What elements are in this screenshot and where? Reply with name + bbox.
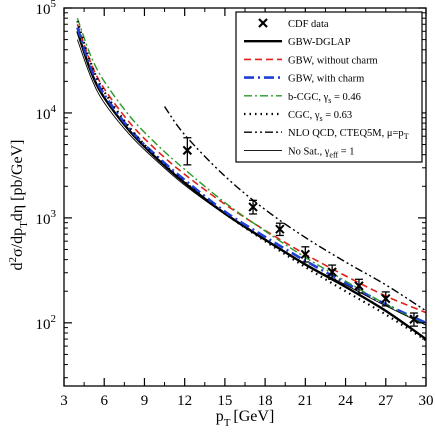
series-line-4 xyxy=(76,20,426,342)
x-tick-label: 6 xyxy=(100,393,108,409)
axes-group: 3 6 9 12 15 18 21 24 27 30 102 103 104 105 xyxy=(36,0,434,409)
y-axis-label-sup: 2 xyxy=(7,257,19,263)
data-point-6 xyxy=(381,291,391,307)
legend-entry-2: GBW, without charm xyxy=(244,55,378,66)
y-tick-label: 105 xyxy=(36,0,57,18)
data-point-4 xyxy=(327,264,337,280)
x-tick-label: 15 xyxy=(217,393,232,409)
x-tick-label: 12 xyxy=(177,393,192,409)
series-line-2 xyxy=(76,27,426,325)
data-point-3 xyxy=(300,246,311,263)
plot-series-group xyxy=(76,17,426,342)
x-marker xyxy=(182,145,193,156)
y-axis-label-d: d xyxy=(9,263,26,271)
legend-entry-1: GBW-DGLAP xyxy=(244,37,351,48)
x-axis-label-sub: T xyxy=(224,417,231,429)
x-tick-label: 9 xyxy=(141,393,149,409)
x-tick-label: 24 xyxy=(338,393,354,409)
y-axis-label-tail: dη [pb/GeV] xyxy=(9,140,26,222)
x-marker xyxy=(409,314,419,325)
series-line-1 xyxy=(76,23,426,314)
x-marker xyxy=(354,281,364,291)
data-point-5 xyxy=(354,278,364,294)
y-tick-label: 104 xyxy=(36,103,57,123)
series-line-3 xyxy=(76,17,426,326)
y-tick-label: 102 xyxy=(36,313,57,333)
x-marker xyxy=(381,293,391,304)
y-tick-label: 103 xyxy=(36,208,57,228)
x-axis-label-main: p xyxy=(216,408,224,425)
legend-entry-6: NLO QCD, CTEQ5M, μ=pT xyxy=(244,128,409,141)
series-line-6 xyxy=(76,39,426,326)
x-tick-label: 3 xyxy=(60,393,68,409)
legend-label: GBW, without charm xyxy=(288,55,378,66)
y-axis-label-mid: σ/dp xyxy=(9,228,26,257)
x-tick-label: 21 xyxy=(298,393,313,409)
legend-entry-3: GBW, with charm xyxy=(244,74,364,85)
x-marker xyxy=(300,249,311,259)
legend-entry-0: CDF data xyxy=(258,18,329,30)
series-line-5 xyxy=(163,106,426,312)
y-axis-label-sub: T xyxy=(18,221,30,228)
x-tick-label: 30 xyxy=(419,393,434,409)
x-tick-label: 27 xyxy=(378,393,394,409)
data-point-2 xyxy=(275,222,285,237)
y-axis-label: d2σ/dpTdη [pb/GeV] xyxy=(7,140,30,271)
legend-entry-5: CGC, γs = 0.63 xyxy=(244,110,352,123)
data-point-0 xyxy=(182,137,193,166)
data-point-1 xyxy=(248,199,258,215)
x-tick-label: 18 xyxy=(258,393,273,409)
legend-label: b-CGC, γs = 0.46 xyxy=(288,92,361,105)
x-marker xyxy=(275,224,285,234)
legend-x-marker xyxy=(258,18,268,28)
x-axis-label: pT [GeV] xyxy=(216,408,275,429)
legend-entry-7: No Sat., γeff = 1 xyxy=(244,146,355,159)
legend-label: NLO QCD, CTEQ5M, μ=pT xyxy=(288,128,409,141)
legend-entry-4: b-CGC, γs = 0.46 xyxy=(244,92,361,105)
legend-label: No Sat., γeff = 1 xyxy=(288,146,355,159)
x-marker xyxy=(327,267,337,277)
legend-label: CDF data xyxy=(288,19,329,30)
data-point-7 xyxy=(409,312,419,327)
legend-label: GBW, with charm xyxy=(288,74,364,85)
legend: CDF data GBW-DGLAP GBW, without charm GBW, … xyxy=(235,11,423,163)
data-points-group xyxy=(182,137,419,327)
legend-box xyxy=(235,11,423,163)
series-line-0 xyxy=(76,30,426,341)
legend-label: CGC, γs = 0.63 xyxy=(288,110,352,123)
legend-label: GBW-DGLAP xyxy=(288,37,351,48)
x-axis-label-unit: [GeV] xyxy=(233,408,274,425)
x-marker xyxy=(248,202,258,212)
